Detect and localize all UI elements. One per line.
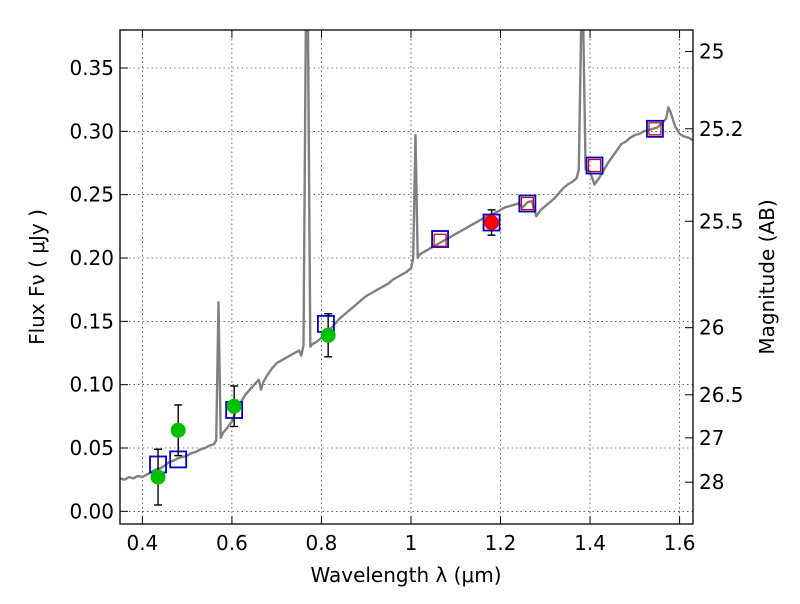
x-tick-label: 1.4 (574, 531, 606, 555)
right-tick-label: 25.2 (699, 117, 744, 141)
x-tick-label: 1 (405, 531, 418, 555)
x-axis-label: Wavelength λ (μm) (310, 563, 501, 587)
right-tick-label: 26 (699, 316, 724, 340)
right-tick-label: 25.5 (699, 209, 744, 233)
red-square-marker (433, 233, 447, 247)
y-tick-label: 0.10 (69, 373, 114, 397)
y-tick-label: 0.05 (69, 436, 114, 460)
blue-square-marker (518, 194, 537, 213)
right-tick-label: 27 (699, 426, 724, 450)
red-square-marker (587, 158, 602, 173)
x-tick-label: 0.6 (216, 531, 248, 555)
right-tick-label: 25 (699, 40, 724, 64)
right-tick-label: 28 (699, 470, 724, 494)
green-data-point (170, 422, 186, 438)
spectrum-line (120, 30, 693, 481)
red-square-marker (648, 122, 662, 136)
y-tick-label: 0.20 (69, 246, 114, 270)
green-data-point (150, 469, 166, 485)
red-data-point (484, 215, 500, 231)
y-tick-label: 0.25 (69, 183, 114, 207)
x-tick-label: 1.2 (485, 531, 517, 555)
grid-layer (120, 30, 693, 524)
y-tick-label: 0.00 (69, 499, 114, 523)
x-tick-label: 0.4 (126, 531, 158, 555)
y-tick-label: 0.35 (69, 56, 114, 80)
plot-frame (119, 29, 694, 525)
y-tick-label: 0.30 (69, 119, 114, 143)
y-tick-label: 0.15 (69, 309, 114, 333)
x-tick-label: 0.8 (306, 531, 338, 555)
x-tick-label: 1.6 (664, 531, 696, 555)
blue-square-marker (585, 156, 604, 175)
tick-layer: 0.4 0.6 0.8 1 1.2 1.4 1.6 0.00 0.05 0.10 0.15 0.20 0… (69, 30, 744, 555)
blue-square-marker (646, 119, 664, 138)
y-axis-label: Flux Fν ( μJy ) (25, 209, 49, 345)
red-square-marker (520, 196, 534, 211)
blue-square-marker (431, 230, 449, 248)
right-tick-label: 26.5 (699, 383, 744, 407)
green-data-point (226, 398, 242, 414)
green-data-point (320, 327, 336, 343)
plot-layer (120, 30, 693, 506)
right-axis-label: Magnitude (AB) (755, 199, 779, 354)
